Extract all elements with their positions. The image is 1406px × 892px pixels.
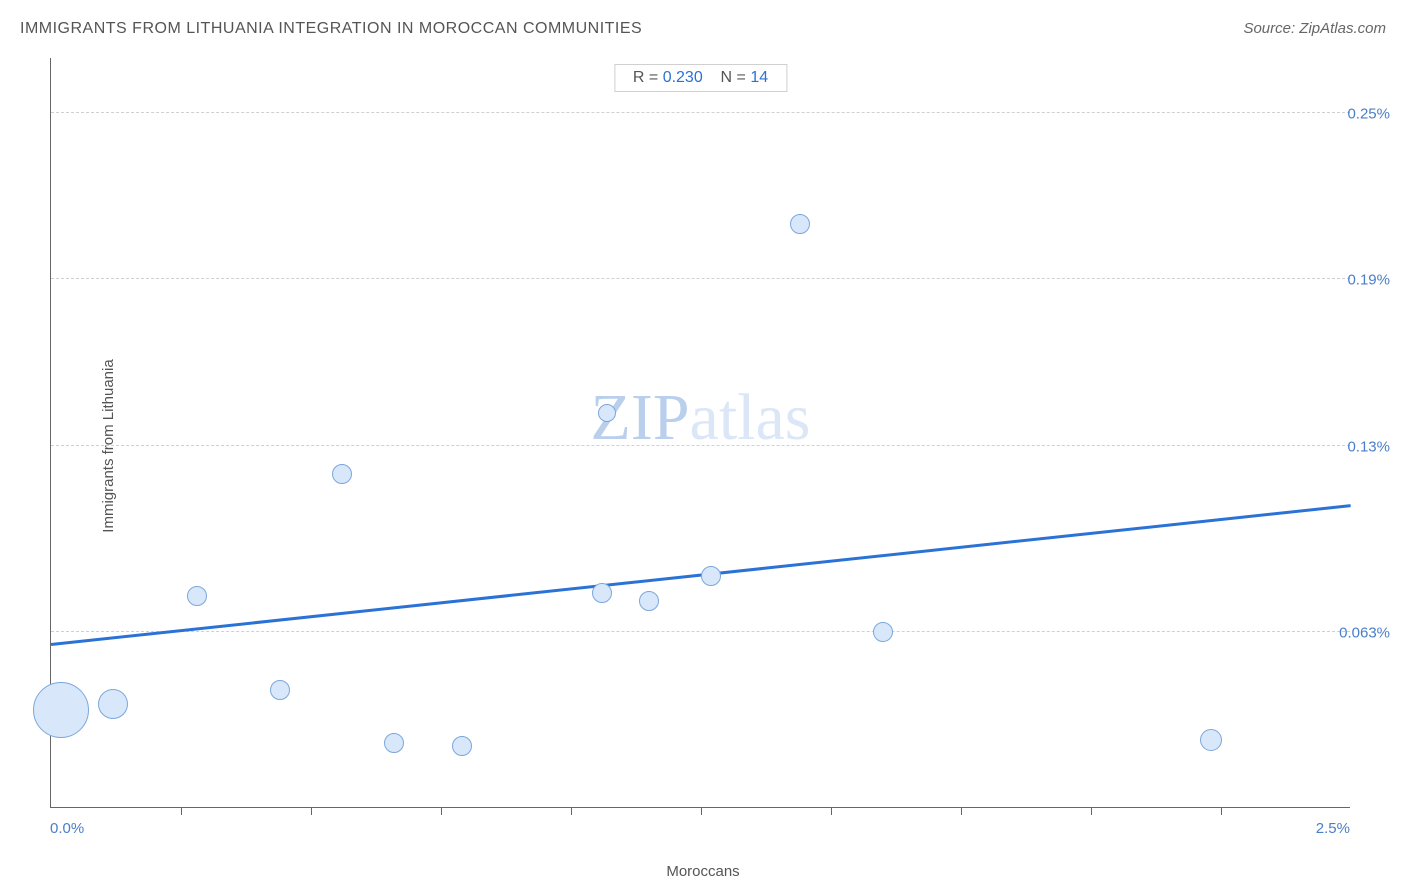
grid-line — [51, 445, 1350, 446]
x-axis-label: Moroccans — [666, 863, 739, 880]
x-tick — [1221, 807, 1222, 815]
chart-header: IMMIGRANTS FROM LITHUANIA INTEGRATION IN… — [20, 20, 1386, 50]
r-value: 0.230 — [663, 69, 703, 86]
grid-line — [51, 278, 1350, 279]
data-point — [639, 591, 659, 611]
data-point — [332, 464, 352, 484]
x-tick — [831, 807, 832, 815]
data-point — [187, 586, 207, 606]
grid-line — [51, 112, 1350, 113]
chart-title: IMMIGRANTS FROM LITHUANIA INTEGRATION IN… — [20, 20, 642, 37]
data-point — [98, 689, 128, 719]
grid-line — [51, 631, 1350, 632]
y-tick-label: 0.13% — [1347, 438, 1390, 455]
n-value: 14 — [750, 69, 768, 86]
y-tick-label: 0.063% — [1339, 625, 1390, 642]
x-max-label: 2.5% — [1316, 820, 1350, 837]
x-tick — [571, 807, 572, 815]
x-tick — [441, 807, 442, 815]
data-point — [384, 733, 404, 753]
data-point — [701, 566, 721, 586]
x-tick — [961, 807, 962, 815]
data-point — [873, 622, 893, 642]
y-tick-label: 0.25% — [1347, 105, 1390, 122]
data-point — [33, 682, 89, 738]
source-attribution: Source: ZipAtlas.com — [1243, 20, 1386, 37]
x-tick — [1091, 807, 1092, 815]
y-tick-label: 0.19% — [1347, 272, 1390, 289]
x-tick — [311, 807, 312, 815]
n-label: N = — [721, 69, 746, 86]
data-point — [1200, 729, 1222, 751]
data-point — [592, 583, 612, 603]
data-point — [452, 736, 472, 756]
x-tick — [181, 807, 182, 815]
data-point — [790, 214, 810, 234]
x-tick — [701, 807, 702, 815]
y-axis-label: Immigrants from Lithuania — [100, 359, 117, 532]
x-min-label: 0.0% — [50, 820, 84, 837]
r-label: R = — [633, 69, 658, 86]
stats-box: R = 0.230 N = 14 — [614, 64, 787, 92]
data-point — [270, 680, 290, 700]
data-point — [598, 404, 616, 422]
scatter-chart: ZIPatlas R = 0.230 N = 14 — [50, 58, 1350, 808]
watermark-rest: atlas — [690, 381, 811, 454]
